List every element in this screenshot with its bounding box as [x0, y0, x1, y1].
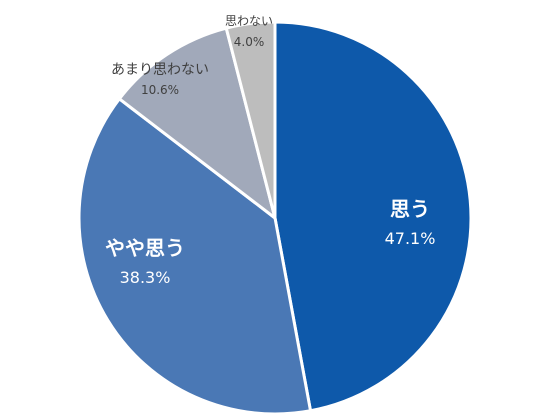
slice-omou: [273, 20, 473, 413]
slice-amari-omowanai: [117, 26, 277, 220]
slice-label-amari-omowanai: あまり思わない: [111, 62, 209, 78]
slice-omowanai: [224, 20, 277, 220]
slice-label-omou: 思う: [390, 197, 430, 221]
slice-label-omowanai: 思わない: [225, 14, 273, 28]
slice-yaya-omou: [77, 97, 313, 416]
slice-value-omou: 47.1%: [385, 229, 436, 248]
slice-value-omowanai: 4.0%: [234, 35, 265, 49]
slice-label-yaya-omou: やや思う: [105, 236, 185, 260]
pie-slices: [77, 20, 473, 416]
slice-value-yaya-omou: 38.3%: [120, 268, 171, 287]
slice-value-amari-omowanai: 10.6%: [141, 83, 179, 97]
